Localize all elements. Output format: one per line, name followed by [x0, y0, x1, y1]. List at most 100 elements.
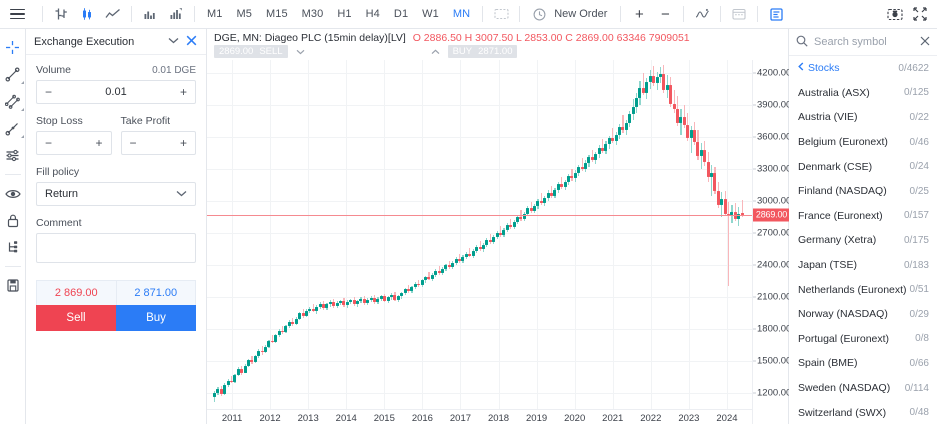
volume-input[interactable]: 0.01 — [105, 86, 127, 98]
chart-plot[interactable] — [207, 60, 752, 409]
stop-loss-decrement-button[interactable]: − — [45, 136, 53, 150]
buy-button[interactable]: Buy — [116, 305, 196, 331]
symbol-list-item[interactable]: Belgium (Euronext) 0/46 — [789, 130, 937, 155]
volume-decrement-button[interactable]: − — [45, 85, 53, 99]
symbol-list-item[interactable]: Switzerland (SWX) 0/48 — [789, 400, 937, 424]
hamburger-icon[interactable] — [0, 0, 37, 29]
lock-icon[interactable] — [0, 207, 26, 234]
symbol-item-count: 0/8 — [915, 333, 929, 345]
fill-policy-select[interactable]: Return — [36, 182, 196, 206]
candle-body — [287, 322, 291, 327]
timeframe-m5[interactable]: M5 — [236, 8, 252, 20]
horizontal-lines-tool-icon[interactable] — [0, 142, 26, 169]
timeframe-d1[interactable]: D1 — [393, 8, 409, 20]
symbol-list-item[interactable]: Norway (NASDAQ) 0/29 — [789, 302, 937, 327]
visibility-eye-icon[interactable] — [0, 180, 26, 207]
candle-body — [281, 330, 285, 333]
candle-body — [573, 172, 577, 179]
candle-body — [703, 149, 707, 163]
tool-expand-indicator — [20, 108, 24, 111]
candle-wick — [489, 233, 491, 244]
line-chart-icon[interactable] — [100, 0, 126, 29]
candle-body — [335, 303, 339, 306]
time-axis-tick: 2021 — [602, 413, 624, 424]
camera-icon[interactable] — [882, 0, 908, 29]
close-icon[interactable] — [183, 35, 200, 48]
sell-button[interactable]: Sell — [36, 305, 116, 331]
volume-bars-icon[interactable] — [137, 0, 163, 29]
indicator-icon[interactable] — [689, 0, 715, 29]
price-axis[interactable]: 2869.00 4200.00 3900.00 3600.00 3300.00 3000… — [752, 60, 791, 424]
clock-icon[interactable] — [525, 0, 551, 29]
gridline-vertical — [651, 60, 652, 409]
timeframe-w1[interactable]: W1 — [422, 8, 439, 20]
symbol-list-item[interactable]: Australia (ASX) 0/125 — [789, 81, 937, 106]
volume-profile-icon[interactable] — [163, 0, 189, 29]
new-order-button[interactable]: New Order — [554, 8, 608, 20]
fullscreen-icon[interactable] — [908, 0, 937, 29]
candle-body — [247, 360, 251, 366]
delete-objects-icon[interactable] — [0, 272, 26, 299]
volume-increment-button[interactable]: + — [179, 85, 187, 99]
zoom-out-button[interactable]: − — [660, 5, 670, 23]
timeframe-mn[interactable]: MN — [452, 8, 471, 20]
take-profit-decrement-button[interactable]: − — [129, 136, 137, 150]
bar-chart-icon[interactable] — [48, 0, 74, 29]
symbol-list-item[interactable]: Austria (VIE) 0/22 — [789, 105, 937, 130]
zoom-in-button[interactable]: + — [634, 5, 644, 23]
chevron-down-icon[interactable] — [288, 47, 313, 57]
symbol-list-item[interactable]: Netherlands (Euronext) 0/51 — [789, 277, 937, 302]
symbol-search-input[interactable]: Search symbol — [814, 36, 887, 48]
symbol-item-label: Sweden (NASDAQ) — [798, 382, 891, 395]
sell-quote-chip[interactable]: 2869.00 SELL — [214, 45, 288, 58]
chart-area[interactable]: DGE, MN: Diageo PLC (15min delay)[LV] O … — [207, 29, 791, 424]
symbol-item-label: Switzerland (SWX) — [798, 406, 887, 419]
buy-quote-chip[interactable]: BUY 2871.00 — [447, 45, 518, 58]
objects-tree-icon[interactable] — [0, 234, 26, 261]
candle-body — [546, 192, 550, 198]
candle-wick — [510, 219, 512, 229]
timeframe-h1[interactable]: H1 — [337, 8, 352, 20]
calendar-icon[interactable] — [726, 0, 752, 29]
candle-wick — [231, 375, 233, 384]
candle-body — [515, 216, 519, 222]
order-panel-header: Exchange Execution — [26, 29, 206, 55]
candle-body — [658, 73, 662, 78]
rail-divider — [4, 174, 21, 175]
chevron-up-icon[interactable] — [423, 47, 448, 57]
volume-stepper[interactable]: − 0.01 + — [36, 80, 196, 104]
symbol-item-count: 0/183 — [903, 259, 929, 271]
symbol-list-item[interactable]: Spain (BME) 0/66 — [789, 351, 937, 376]
symbol-list-item[interactable]: Portugal (Euronext) 0/8 — [789, 327, 937, 352]
symbol-list-item[interactable]: Finland (NASDAQ) 0/25 — [789, 179, 937, 204]
symbol-list-item[interactable]: Germany (Xetra) 0/175 — [789, 228, 937, 253]
parallel-channel-tool-icon[interactable] — [0, 88, 26, 115]
symbol-list-item[interactable]: Sweden (NASDAQ) 0/114 — [789, 376, 937, 401]
timeframe-m15[interactable]: M15 — [265, 8, 288, 20]
candle-wick — [540, 193, 542, 206]
crosshair-tool-icon[interactable] — [0, 34, 26, 61]
symbol-group-stocks[interactable]: Stocks 0/4622 — [789, 56, 937, 81]
news-panel-icon[interactable] — [763, 0, 789, 29]
trendline-tool-icon[interactable] — [0, 61, 26, 88]
stop-loss-increment-button[interactable]: + — [95, 136, 103, 150]
candle-body — [652, 76, 656, 84]
time-axis[interactable]: 2011 2012 2013 2014 2015 2016 2017 2018 2019 2020… — [207, 409, 752, 424]
comment-input[interactable] — [36, 233, 196, 263]
close-icon[interactable] — [920, 36, 930, 49]
timeframe-h4[interactable]: H4 — [365, 8, 380, 20]
timeframe-m30[interactable]: M30 — [301, 8, 324, 20]
symbol-list-item[interactable]: Japan (TSE) 0/183 — [789, 253, 937, 278]
symbol-list-item[interactable]: Denmark (CSE) 0/24 — [789, 154, 937, 179]
candlestick-chart-icon[interactable] — [74, 0, 100, 29]
take-profit-stepper[interactable]: − + — [120, 131, 196, 155]
stop-loss-label: Stop Loss — [36, 115, 83, 127]
timeframe-m1[interactable]: M1 — [207, 8, 223, 20]
stop-loss-stepper[interactable]: − + — [36, 131, 112, 155]
template-icon[interactable] — [488, 0, 514, 29]
chevron-down-icon[interactable] — [164, 36, 183, 47]
take-profit-increment-button[interactable]: + — [179, 136, 187, 150]
ray-tool-icon[interactable] — [0, 115, 26, 142]
volume-unit: 0.01 DGE — [152, 65, 196, 76]
symbol-list-item[interactable]: France (Euronext) 0/157 — [789, 204, 937, 229]
